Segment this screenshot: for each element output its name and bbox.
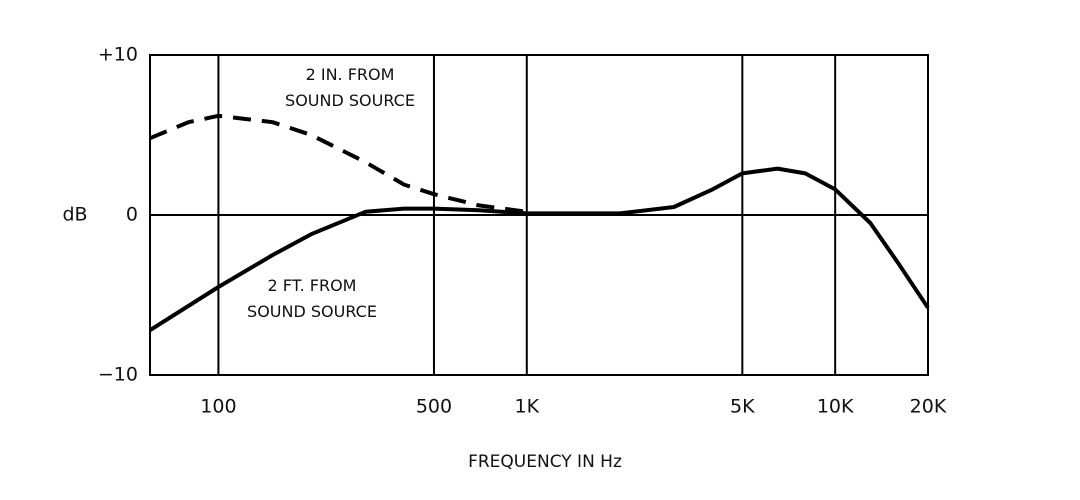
annotation: 2 FT. FROM SOUND SOURCE (247, 276, 377, 321)
x-tick-label: 100 (200, 396, 236, 418)
x-tick-label: 5K (730, 396, 755, 418)
data-line (149, 113, 528, 214)
x-axis-label: FREQUENCY IN Hz (468, 452, 622, 472)
x-tick-label: 1K (515, 396, 540, 418)
x-tick-label: 20K (910, 396, 947, 418)
data-line (148, 166, 930, 332)
y-tick-label: 0 (126, 204, 138, 226)
y-tick-label: +10 (98, 44, 138, 66)
y-axis-label: dB (62, 204, 87, 226)
annotation: 2 IN. FROM SOUND SOURCE (285, 65, 415, 110)
x-tick-label: 500 (416, 396, 452, 418)
x-tick-label: 10K (817, 396, 854, 418)
y-tick-label: −10 (98, 364, 138, 386)
